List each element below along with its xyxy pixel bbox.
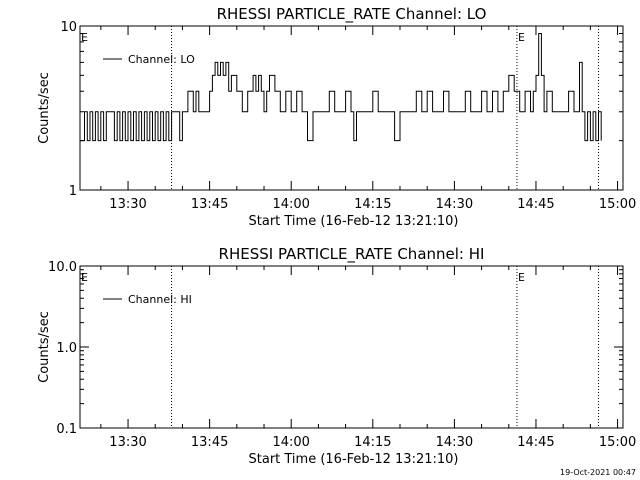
x-tick-label: 14:30	[436, 435, 473, 450]
legend-label: Channel: LO	[128, 53, 195, 66]
chart-title: RHESSI PARTICLE_RATE Channel: LO	[217, 5, 487, 24]
x-tick-label: 15:00	[599, 197, 636, 212]
y-tick-label: 10.0	[48, 260, 77, 275]
legend-label: Channel: HI	[128, 293, 192, 306]
x-tick-label: 13:30	[109, 435, 146, 450]
x-axis-label: Start Time (16-Feb-12 13:21:10)	[249, 214, 459, 229]
x-tick-label: 13:45	[191, 435, 228, 450]
x-tick-label: 13:30	[109, 197, 146, 212]
event-marker: E	[518, 31, 525, 44]
x-tick-label: 13:45	[191, 197, 228, 212]
plot-frame	[79, 265, 624, 429]
series-line	[80, 33, 602, 142]
y-tick-label: 1	[69, 184, 77, 199]
event-marker: E	[518, 271, 525, 284]
x-tick-label: 14:00	[272, 435, 309, 450]
footer-timestamp: 19-Oct-2021 00:47	[560, 468, 636, 477]
panel-lo: RHESSI PARTICLE_RATE Channel: LO 1 10 Count…	[37, 5, 636, 229]
y-axis-label: Counts/sec	[37, 311, 52, 383]
x-tick-label: 14:15	[354, 435, 391, 450]
x-tick-label: 14:45	[517, 197, 554, 212]
x-axis-label: Start Time (16-Feb-12 13:21:10)	[249, 452, 459, 467]
x-tick-label: 14:45	[517, 435, 554, 450]
x-tick-label: 14:30	[436, 197, 473, 212]
panel-hi: RHESSI PARTICLE_RATE Channel: HI 0.1 1.0 10…	[37, 245, 636, 467]
chart-title: RHESSI PARTICLE_RATE Channel: HI	[219, 245, 485, 264]
x-tick-label: 14:00	[272, 197, 309, 212]
y-tick-label: 1.0	[56, 341, 77, 356]
x-tick-label: 15:00	[599, 435, 636, 450]
x-tick-label: 14:15	[354, 197, 391, 212]
event-marker: E	[81, 271, 88, 284]
event-marker: E	[81, 31, 88, 44]
plot-frame	[79, 25, 624, 191]
y-tick-label: 0.1	[56, 422, 77, 437]
y-axis-label: Counts/sec	[37, 72, 52, 144]
y-tick-label: 10	[60, 20, 77, 35]
